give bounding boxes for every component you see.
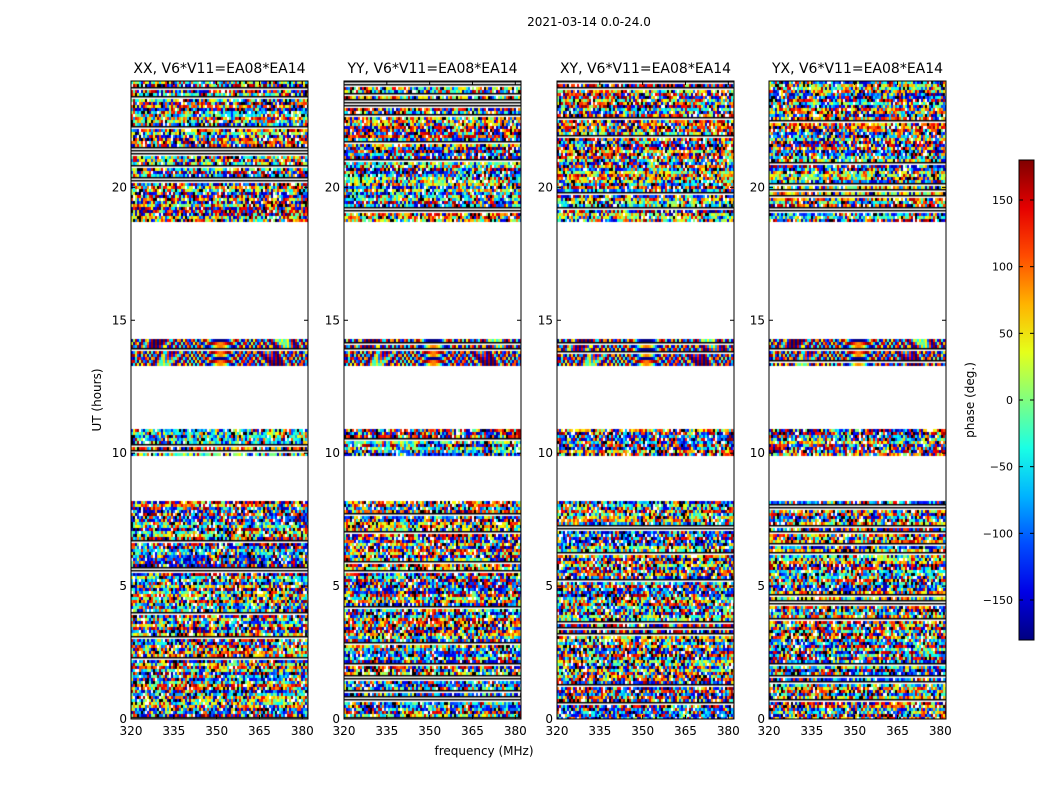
axes-frame [343, 80, 522, 720]
x-tick-label: 365 [248, 724, 271, 738]
panel-title: YX, V6*V11=EA08*EA14 [771, 61, 943, 77]
y-tick-label: 5 [332, 579, 340, 593]
x-tick-label: 380 [929, 724, 952, 738]
x-tick-label: 365 [674, 724, 697, 738]
colorbar-tick-label: −100 [983, 527, 1013, 540]
panel-title: YY, V6*V11=EA08*EA14 [346, 61, 517, 77]
x-tick-label: 380 [291, 724, 314, 738]
figure-title: 2021-03-14 0.0-24.0 [527, 15, 651, 29]
x-tick-label: 320 [120, 724, 143, 738]
x-tick-label: 335 [800, 724, 823, 738]
panel-title: XY, V6*V11=EA08*EA14 [560, 61, 731, 77]
x-tick-label: 320 [758, 724, 781, 738]
x-tick-label: 350 [843, 724, 866, 738]
panel-2: XY, V6*V11=EA08*EA14 320 335 350 365 380 0 5 10 1… [538, 61, 740, 738]
x-tick-label: 365 [886, 724, 909, 738]
y-tick-label: 20 [112, 180, 127, 194]
heatmap-image [131, 81, 308, 719]
x-tick-label: 350 [418, 724, 441, 738]
y-tick-label: 15 [538, 313, 553, 327]
y-tick-label: 15 [112, 313, 127, 327]
x-tick-label: 365 [461, 724, 484, 738]
y-tick-label: 20 [750, 180, 765, 194]
axes-frame [768, 80, 947, 720]
colorbar-tick-label: −150 [983, 594, 1013, 607]
x-tick-label: 350 [631, 724, 654, 738]
y-tick-label: 0 [757, 712, 765, 726]
x-tick-label: 335 [375, 724, 398, 738]
y-tick-label: 0 [332, 712, 340, 726]
y-tick-label: 10 [325, 446, 340, 460]
x-tick-label: 380 [717, 724, 740, 738]
y-tick-label: 0 [119, 712, 127, 726]
axes-frame [130, 80, 309, 720]
y-tick-label: 10 [112, 446, 127, 460]
heatmap-image [557, 81, 734, 719]
colorbar-tick-label: 50 [999, 327, 1013, 340]
colorbar-tick-label: 150 [992, 194, 1013, 207]
x-tick-label: 350 [205, 724, 228, 738]
x-tick-label: 335 [588, 724, 611, 738]
y-tick-label: 15 [325, 313, 340, 327]
y-tick-label: 0 [545, 712, 553, 726]
y-tick-label: 20 [538, 180, 553, 194]
colorbar-tick-label: −50 [990, 461, 1013, 474]
y-tick-label: 5 [757, 579, 765, 593]
y-axis-label: UT (hours) [90, 368, 104, 431]
x-tick-label: 320 [333, 724, 356, 738]
heatmap-image [344, 81, 521, 719]
y-tick-label: 5 [545, 579, 553, 593]
colorbar-tick-label: 100 [992, 261, 1013, 274]
y-tick-label: 5 [119, 579, 127, 593]
y-tick-label: 20 [325, 180, 340, 194]
axes-frame [556, 80, 735, 720]
y-tick-label: 10 [538, 446, 553, 460]
panels: XX, V6*V11=EA08*EA14 320 335 350 365 380 0 5 10 1… [90, 61, 952, 758]
x-tick-label: 320 [546, 724, 569, 738]
panel-title: XX, V6*V11=EA08*EA14 [133, 61, 305, 77]
y-tick-label: 10 [750, 446, 765, 460]
x-tick-label: 380 [504, 724, 527, 738]
panel-1: YY, V6*V11=EA08*EA14 320 335 350 365 380 0 5 10 1… [325, 61, 527, 738]
heatmap-image [769, 81, 946, 719]
x-tick-label: 335 [162, 724, 185, 738]
colorbar: 150 100 50 0 −50 −100 −150 phase (deg.) [963, 159, 1035, 641]
panel-0: XX, V6*V11=EA08*EA14 320 335 350 365 380 0 5 10 1… [112, 61, 314, 738]
x-axis-label: frequency (MHz) [434, 744, 533, 758]
colorbar-label: phase (deg.) [963, 362, 977, 438]
y-tick-label: 15 [750, 313, 765, 327]
colorbar-tick-label: 0 [1006, 394, 1013, 407]
panel-3: YX, V6*V11=EA08*EA14 320 335 350 365 380 0 5 10 1… [750, 61, 952, 738]
